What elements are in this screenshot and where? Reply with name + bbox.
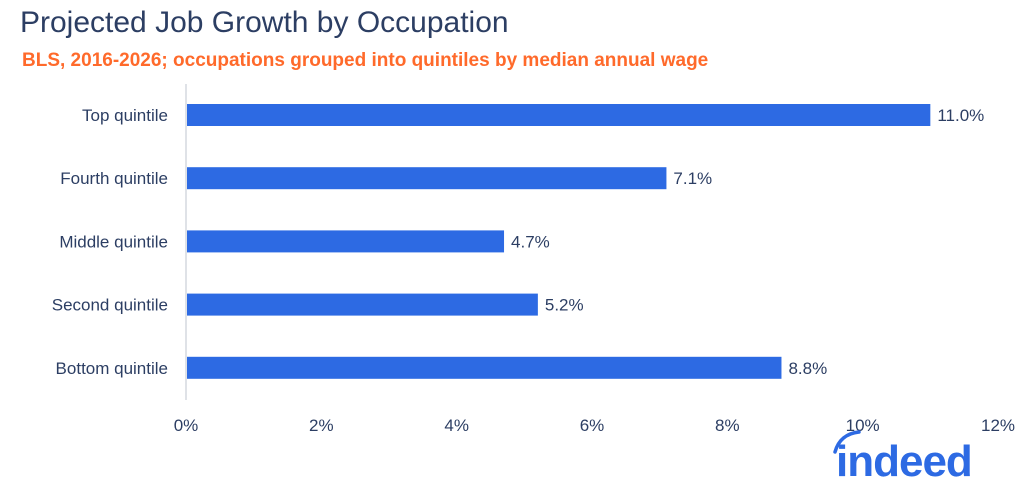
x-tick-label: 12% (981, 416, 1015, 435)
bar (187, 167, 667, 190)
bar (187, 230, 505, 253)
x-tick-label: 0% (174, 416, 199, 435)
chart-title: Projected Job Growth by Occupation (20, 6, 509, 39)
bar (187, 356, 782, 379)
data-label: 7.1% (673, 169, 712, 188)
data-label: 4.7% (511, 232, 550, 251)
indeed-logo: indeed (833, 430, 973, 486)
x-tick-label: 4% (444, 416, 469, 435)
chart-subtitle: BLS, 2016-2026; occupations grouped into… (22, 50, 709, 71)
data-label: 8.8% (788, 359, 827, 378)
bar (187, 293, 538, 316)
x-tick-label: 6% (580, 416, 605, 435)
category-label: Second quintile (52, 296, 168, 315)
x-tick-label: 2% (309, 416, 334, 435)
logo-text: indeed (836, 437, 973, 486)
category-label: Top quintile (82, 106, 168, 125)
data-label: 5.2% (545, 296, 584, 315)
category-label: Bottom quintile (56, 359, 168, 378)
logo-arc-icon (833, 430, 861, 454)
x-tick-label: 10% (846, 416, 880, 435)
bar (187, 104, 931, 126)
x-tick-label: 8% (715, 416, 740, 435)
category-label: Fourth quintile (60, 169, 168, 188)
data-label: 11.0% (937, 106, 984, 125)
category-label: Middle quintile (59, 232, 168, 251)
